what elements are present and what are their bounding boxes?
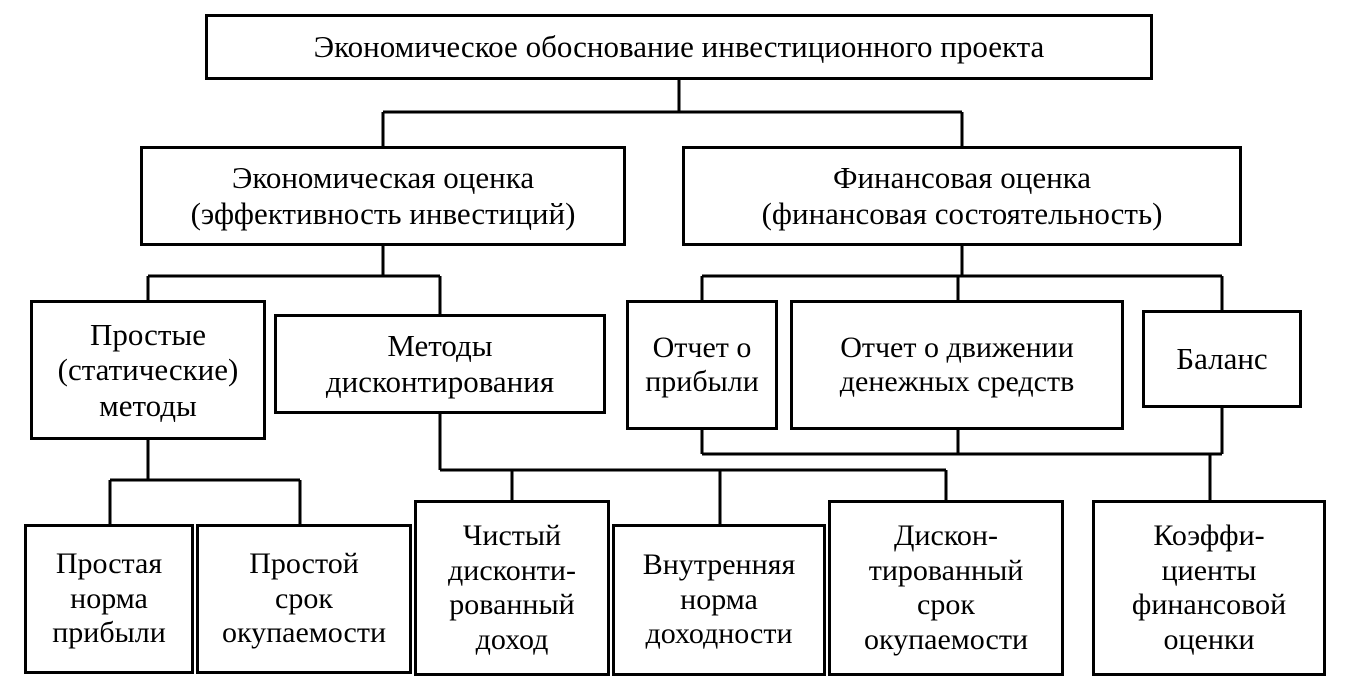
node-npv: Чистыйдисконти-рованныйдоход (414, 500, 610, 676)
node-srr: Простаянормаприбыли (24, 524, 194, 674)
node-fincoef: Коэффи-циентыфинансовойоценки (1092, 500, 1326, 676)
node-simple: Простые(статические)методы (30, 300, 266, 440)
node-spayback: Простойсрококупаемости (196, 524, 412, 674)
node-label: Методыдисконтирования (326, 328, 554, 399)
node-label: Простаянормаприбыли (52, 547, 166, 651)
node-dpayback: Дискон-тированныйсрококупаемости (828, 500, 1064, 676)
node-label: Чистыйдисконти-рованныйдоход (448, 519, 576, 657)
node-econ: Экономическая оценка(эффективность инвес… (140, 146, 626, 246)
node-disc: Методыдисконтирования (274, 314, 606, 414)
node-fin: Финансовая оценка(финансовая состоятельн… (682, 146, 1242, 246)
node-label: Финансовая оценка(финансовая состоятельн… (762, 160, 1163, 231)
node-label: Простые(статические)методы (58, 317, 239, 424)
diagram-stage: Экономическое обоснование инвестиционног… (0, 0, 1358, 689)
node-label: Внутренняянормадоходности (643, 548, 796, 652)
node-root: Экономическое обоснование инвестиционног… (205, 14, 1153, 80)
node-label: Простойсрококупаемости (222, 547, 386, 651)
node-label: Коэффи-циентыфинансовойоценки (1132, 519, 1286, 657)
node-profit: Отчет оприбыли (626, 300, 778, 430)
node-label: Экономическое обоснование инвестиционног… (314, 29, 1045, 65)
node-label: Экономическая оценка(эффективность инвес… (191, 160, 576, 231)
node-label: Отчет оприбыли (645, 331, 759, 400)
node-label: Баланс (1176, 341, 1267, 377)
node-irr: Внутренняянормадоходности (612, 524, 826, 676)
node-label: Дискон-тированныйсрококупаемости (864, 519, 1028, 657)
node-label: Отчет о движенииденежных средств (840, 331, 1074, 400)
node-cashflow: Отчет о движенииденежных средств (790, 300, 1124, 430)
node-balance: Баланс (1142, 310, 1302, 408)
